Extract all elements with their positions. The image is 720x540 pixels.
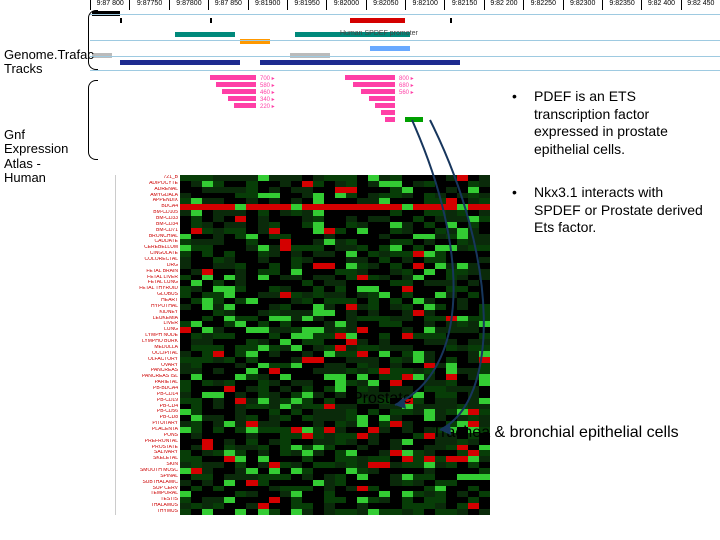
heatmap-cell (213, 509, 224, 515)
track-bar (450, 18, 452, 23)
heatmap-cell (324, 509, 335, 515)
track-bar (260, 60, 460, 65)
heatmap-cells (180, 509, 490, 515)
ruler-tick: 9:82 450 (681, 0, 720, 10)
heatmap-cell (302, 509, 313, 515)
heatmap-cell (457, 509, 468, 515)
heatmap-cell (368, 509, 379, 515)
heatmap-cell (335, 509, 346, 515)
heatmap-row-ticks (90, 175, 116, 515)
ruler-tick: 9:81900 (248, 0, 287, 10)
bullet-pdef: PDEF is an ETS transcription factor expr… (500, 88, 712, 158)
expression-heatmap: 721_BADIPOCYTEADRENALAMYGDALAAPPENDIXBDC… (120, 175, 490, 515)
heatmap-cell (246, 509, 257, 515)
heatmap-cell (468, 509, 479, 515)
heatmap-cell (235, 509, 246, 515)
heatmap-cell (446, 509, 457, 515)
track-bar (175, 32, 235, 37)
track-bar (370, 46, 410, 51)
heatmap-cell (390, 509, 401, 515)
bullet-nkx: Nkx3.1 interacts with SPDEF or Prostate … (500, 184, 712, 237)
label-genome-trafac: Genome.Trafac Tracks (4, 48, 94, 77)
heatmap-cell (224, 509, 235, 515)
separator (90, 14, 720, 15)
track-row (90, 17, 720, 24)
coordinate-ruler: 9:87 8009:877509:878009:87 8509:819009:8… (90, 0, 720, 10)
track-row (90, 45, 720, 52)
heatmap-cell (413, 509, 424, 515)
heatmap-cell (424, 509, 435, 515)
separator (90, 56, 720, 57)
ruler-tick: 9:82350 (602, 0, 641, 10)
heatmap-cell (291, 509, 302, 515)
ruler-tick: 9:82050 (366, 0, 405, 10)
conservation-cluster-right: 800 ▸ 680 ▸ 560 ▸ (345, 75, 485, 155)
callout-trachea: Trachea & bronchial epithelial cells (432, 424, 679, 442)
track-bar (350, 18, 405, 23)
ruler-tick: 9:82300 (563, 0, 602, 10)
heatmap-cell (191, 509, 202, 515)
ruler-tick: 9:87 850 (208, 0, 247, 10)
heatmap-cell (357, 509, 368, 515)
ruler-tick: 9:82250 (523, 0, 562, 10)
callout-prostate: Prostate (352, 390, 412, 408)
ruler-tick: 9:82 200 (484, 0, 523, 10)
ruler-tick: 9:87 800 (90, 0, 129, 10)
separator (90, 70, 720, 71)
ruler-tick: 9:82 400 (641, 0, 680, 10)
heatmap-cell (346, 509, 357, 515)
heatmap-cell (269, 509, 280, 515)
ruler-tick: 9:82000 (326, 0, 365, 10)
separator (90, 40, 720, 41)
track-header-label: Human SPDEF promoter (340, 30, 418, 37)
ruler-tick: 9:87800 (169, 0, 208, 10)
heatmap-cell (479, 509, 490, 515)
ruler-tick: 9:87750 (129, 0, 168, 10)
heatmap-row: THYMUS (120, 509, 490, 515)
heatmap-cell (280, 509, 291, 515)
heatmap-cell (313, 509, 324, 515)
heatmap-cell (258, 509, 269, 515)
heatmap-cell (379, 509, 390, 515)
heatmap-cell (435, 509, 446, 515)
ruler-tick: 9:82150 (444, 0, 483, 10)
track-bar (120, 60, 240, 65)
label-gnf: Gnf Expression Atlas - Human (4, 128, 68, 185)
heatmap-cell (180, 509, 191, 515)
heatmap-cell (402, 509, 413, 515)
bracket-gnf (88, 80, 98, 160)
heatmap-row-label: THYMUS (120, 509, 180, 515)
bullet-list: PDEF is an ETS transcription factor expr… (500, 88, 712, 263)
ruler-tick: 9:82100 (405, 0, 444, 10)
ruler-tick: 9:81950 (287, 0, 326, 10)
track-bar (120, 18, 122, 23)
track-bar (210, 18, 212, 23)
track-row (90, 59, 720, 66)
heatmap-cell (202, 509, 213, 515)
